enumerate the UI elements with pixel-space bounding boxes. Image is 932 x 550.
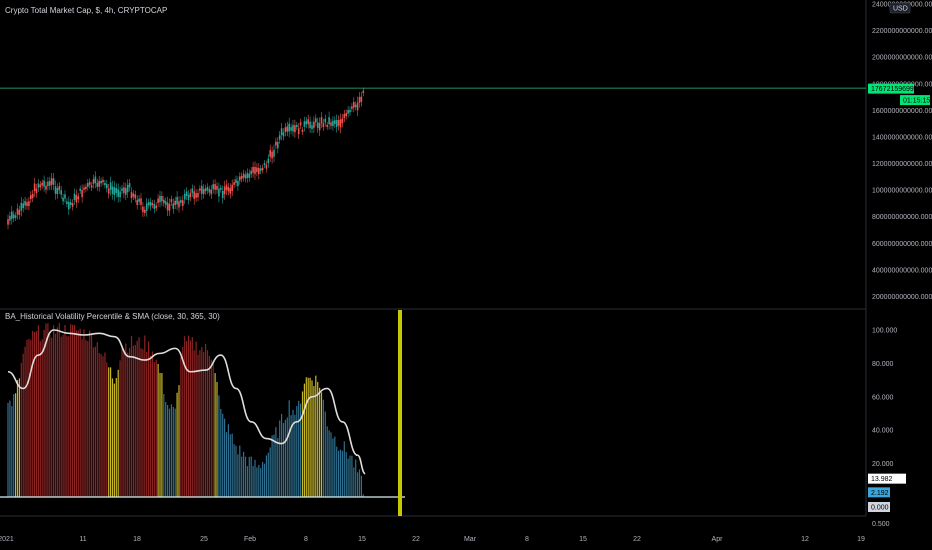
last-price-tag: 1767215969967.181 (868, 83, 932, 94)
hvp-axis-tick: 60.000 (872, 394, 894, 401)
hvp-bars (7, 323, 364, 497)
price-axis-tick: 1200000000000.000 (872, 161, 932, 168)
price-candles (7, 87, 365, 230)
time-axis-tick: 19 (857, 536, 865, 543)
time-axis-tick: 22 (412, 536, 420, 543)
hvp-axis-tick: 80.000 (872, 361, 894, 368)
svg-text:1767215969967.181: 1767215969967.181 (871, 86, 932, 93)
sma-line (7, 329, 366, 475)
time-axis-tick: Apr (712, 536, 724, 543)
zero-value-tag: 0.000 (868, 502, 890, 512)
svg-text:2.192: 2.192 (871, 490, 889, 497)
price-axis-tick: 1600000000000.000 (872, 108, 932, 115)
price-axis-tick: 2000000000000.000 (872, 55, 932, 62)
time-axis-tick: Mar (464, 536, 477, 543)
time-axis-tick: 2021 (0, 536, 14, 543)
svg-text:13.982: 13.982 (871, 476, 893, 483)
price-axis-tick: 200000000000.000 (872, 294, 932, 301)
time-axis-tick: 8 (304, 536, 308, 543)
price-chart-title: Crypto Total Market Cap, $, 4h, CRYPTOCA… (5, 6, 168, 15)
svg-text:01:15:15: 01:15:15 (903, 98, 930, 105)
value-tags: USD 1767215969967.181 01:15:15 13.982 2.192 0… (868, 2, 932, 512)
hvp-axis-tick: 0.500 (872, 521, 890, 528)
grid (0, 0, 867, 517)
time-axis-tick: 22 (633, 536, 641, 543)
hvp-axis-tick: 40.000 (872, 428, 894, 435)
time-axis-tick: 18 (133, 536, 141, 543)
price-axis-tick: 400000000000.000 (872, 267, 932, 274)
sma-value-tag: 13.982 (868, 473, 906, 484)
time-axis-tick: 15 (358, 536, 366, 543)
svg-text:0.000: 0.000 (871, 505, 889, 512)
time-cursor[interactable] (398, 310, 402, 516)
time-axis-tick: 15 (579, 536, 587, 543)
countdown-tag: 01:15:15 (900, 95, 930, 106)
svg-text:USD: USD (893, 6, 908, 13)
time-axis-tick: 12 (801, 536, 809, 543)
time-axis-tick: Feb (244, 536, 256, 543)
hvp-value-tag: 2.192 (868, 487, 890, 498)
indicator-title: BA_Historical Volatility Percentile & SM… (5, 312, 220, 321)
price-axis-tick: 1400000000000.000 (872, 134, 932, 141)
price-axis-tick: 800000000000.000 (872, 214, 932, 221)
price-axis-tick: 1000000000000.000 (872, 188, 932, 195)
hvp-axis-tick: 100.000 (872, 328, 897, 335)
time-axis-tick: 8 (525, 536, 529, 543)
price-axis-tick: 600000000000.000 (872, 241, 932, 248)
price-axis-tick: 2200000000000.000 (872, 28, 932, 35)
currency-badge[interactable]: USD (889, 2, 911, 14)
time-axis-tick: 25 (200, 536, 208, 543)
hvp-axis-tick: 20.000 (872, 461, 894, 468)
time-axis-tick: 11 (79, 536, 86, 543)
